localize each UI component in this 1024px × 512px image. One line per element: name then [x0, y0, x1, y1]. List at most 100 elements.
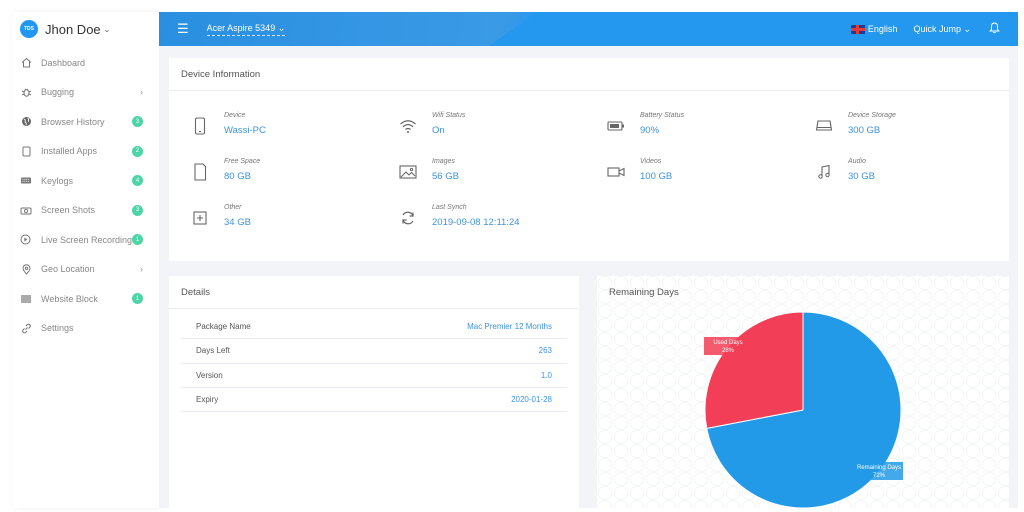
tablet-icon	[18, 145, 34, 157]
chevron-right-icon: ›	[140, 264, 143, 275]
sidebar-item-bugging[interactable]: Bugging ›	[12, 78, 159, 108]
device-info-images: Images 56 GB	[399, 157, 459, 182]
count-badge: 1	[132, 293, 143, 305]
device-info-free-space: Free Space 80 GB	[191, 157, 260, 182]
remaining-days-pie-chart: Remaining Days 72% Used Days 28%	[704, 311, 903, 508]
device-info-label: Videos	[640, 158, 662, 165]
phone-icon	[191, 117, 209, 135]
device-info-device: Device Wassi-PC	[191, 111, 266, 136]
music-icon	[815, 163, 833, 181]
device-info-value: 80 GB	[224, 171, 251, 182]
bug-icon	[18, 86, 34, 98]
device-info-label: Battery Status	[640, 112, 684, 119]
quick-jump-menu[interactable]: Quick Jump ⌄	[913, 23, 971, 34]
camera-icon	[18, 204, 34, 216]
count-badge: 2	[132, 145, 143, 157]
count-badge: 3	[132, 116, 143, 128]
device-info-value: 34 GB	[224, 217, 251, 228]
device-info-label: Last Synch	[432, 204, 467, 211]
count-badge: 4	[132, 175, 143, 187]
pie-label-background	[855, 462, 903, 480]
device-info-wifi-status: Wifi Status On	[399, 111, 465, 136]
language-selector[interactable]: English	[867, 24, 898, 34]
count-badge: 3	[132, 204, 143, 216]
globe-icon	[18, 116, 34, 128]
device-selector[interactable]: Acer Aspire 5349 ⌄	[206, 23, 286, 36]
sidebar: TDS Jhon Doe ⌄ Dashboard Bugging › Browser …	[12, 12, 159, 508]
device-info-value: 300 GB	[848, 125, 881, 136]
sidebar-item-installed-apps[interactable]: Installed Apps 2	[12, 137, 159, 167]
wifi-icon	[399, 117, 417, 135]
sidebar-item-label: Browser History	[41, 116, 105, 127]
detail-value: 2020-01-28	[511, 395, 552, 405]
storage-icon	[815, 117, 833, 135]
chevron-down-icon: ⌄	[103, 24, 111, 34]
pie-label-name: Used Days	[713, 340, 742, 346]
device-info-other: Other 34 GB	[191, 203, 251, 228]
sidebar-item-label: Settings	[41, 323, 74, 334]
device-info-label: Audio	[848, 158, 866, 165]
image-icon	[399, 163, 417, 181]
device-info-label: Other	[224, 204, 242, 211]
device-info-label: Free Space	[224, 158, 261, 165]
device-info-last-synch: Last Synch 2019-09-08 12:11:24	[399, 203, 520, 228]
chevron-right-icon: ›	[140, 87, 143, 98]
device-info-value: On	[432, 125, 445, 136]
sidebar-item-label: Dashboard	[41, 57, 86, 68]
detail-value: Mac Premier 12 Months	[467, 322, 552, 332]
sidebar-item-screen-shots[interactable]: Screen Shots 3	[12, 196, 159, 226]
detail-key: Package Name	[196, 322, 251, 332]
device-info-videos: Videos 100 GB	[607, 157, 672, 182]
table-row: Version 1.0	[181, 364, 567, 388]
sidebar-item-label: Live Screen Recording	[40, 234, 133, 245]
link-icon	[18, 322, 34, 334]
device-info-grid: Device Wassi-PC Wifi Status On Battery Statu…	[169, 91, 1009, 261]
sync-icon	[399, 209, 417, 227]
detail-value: 263	[538, 346, 552, 356]
device-info-value: 2019-09-08 12:11:24	[432, 217, 520, 228]
device-info-label: Wifi Status	[432, 112, 466, 119]
user-menu[interactable]: TDS Jhon Doe ⌄	[12, 12, 159, 46]
sidebar-item-label: Bugging	[41, 87, 75, 98]
keyboard-icon	[18, 175, 34, 187]
sidebar-item-keylogs[interactable]: Keylogs 4	[12, 166, 159, 196]
table-row: Expiry 2020-01-28	[181, 388, 567, 413]
device-info-device-storage: Device Storage 300 GB	[815, 111, 896, 136]
device-info-label: Device Storage	[848, 112, 896, 119]
detail-key: Days Left	[196, 346, 230, 356]
details-table: Package Name Mac Premier 12 Months Days Le…	[181, 315, 567, 413]
sidebar-item-settings[interactable]: Settings	[12, 314, 159, 344]
table-row: Package Name Mac Premier 12 Months	[181, 315, 567, 340]
uk-flag-icon	[850, 24, 865, 34]
details-card: Details Package Name Mac Premier 12 Month…	[169, 276, 579, 508]
sidebar-item-label: Screen Shots	[41, 205, 96, 216]
sidebar-item-dashboard[interactable]: Dashboard	[12, 48, 159, 78]
detail-value: 1.0	[540, 370, 552, 380]
pie-label-value: 28%	[722, 348, 735, 354]
bell-icon[interactable]	[989, 21, 1000, 37]
sidebar-item-live-screen-recording[interactable]: Live Screen Recording 1	[12, 225, 159, 255]
device-info-value: 90%	[640, 125, 660, 136]
sidebar-item-label: Installed Apps	[41, 146, 98, 157]
remaining-days-card: Remaining Days Remaining Days 72% Used Day…	[597, 276, 1009, 508]
hamburger-menu-icon[interactable]: ☰	[177, 21, 189, 36]
detail-key: Expiry	[196, 395, 219, 405]
avatar: TDS	[20, 20, 38, 38]
pie-label-name: Remaining Days	[857, 465, 901, 471]
device-info-value: 56 GB	[432, 171, 459, 182]
video-icon	[607, 163, 625, 181]
device-info-value: 100 GB	[640, 171, 673, 182]
pie-label-background	[704, 337, 752, 355]
device-info-value: Wassi-PC	[224, 125, 266, 136]
sidebar-item-geo-location[interactable]: Geo Location ›	[12, 255, 159, 285]
sidebar-item-browser-history[interactable]: Browser History 3	[12, 107, 159, 137]
pie-slice-used-days[interactable]	[704, 311, 804, 429]
card-title: Remaining Days	[609, 287, 679, 298]
device-info-label: Images	[432, 158, 455, 165]
device-info-battery-status: Battery Status 90%	[607, 111, 684, 136]
pie-label-value: 72%	[873, 473, 886, 479]
play-circle-icon	[18, 234, 34, 246]
sidebar-item-website-block[interactable]: Website Block 1	[12, 284, 159, 314]
top-bar: ☰ Acer Aspire 5349 ⌄ English Quick Jump …	[159, 12, 1018, 46]
home-icon	[18, 57, 34, 69]
